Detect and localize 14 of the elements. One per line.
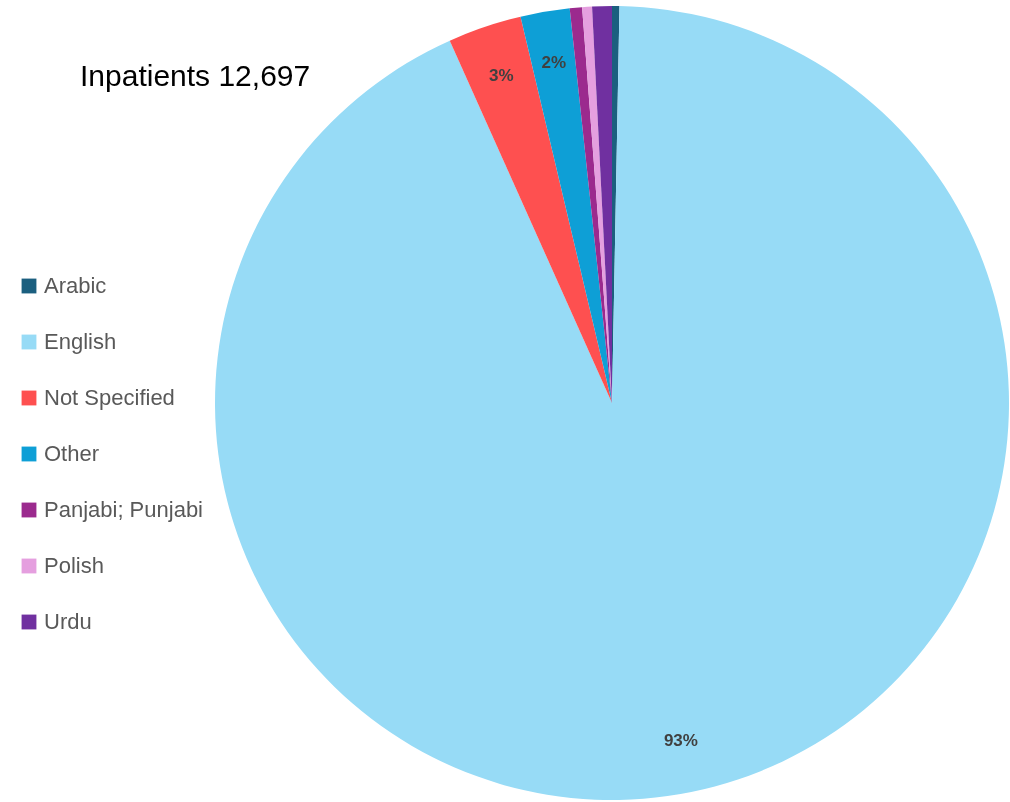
- text: Inpatients 12,697: [80, 59, 311, 92]
- data-label: 2%: [541, 52, 567, 72]
- pie-slice: [215, 6, 1009, 800]
- data-label: 3%: [488, 66, 514, 86]
- pie-slice: [449, 16, 612, 403]
- data-label: 93%: [663, 731, 698, 751]
- pie-slice: [520, 8, 612, 403]
- legend-label: Urdu: [44, 609, 92, 634]
- legend-label: Other: [44, 441, 100, 466]
- legend-label: Arabic: [44, 273, 107, 298]
- legend-label: Polish: [44, 553, 104, 578]
- legend-label: Panjabi; Punjabi: [44, 497, 204, 522]
- legend-label: English: [44, 329, 117, 354]
- legend-label: Not Specified: [44, 385, 175, 410]
